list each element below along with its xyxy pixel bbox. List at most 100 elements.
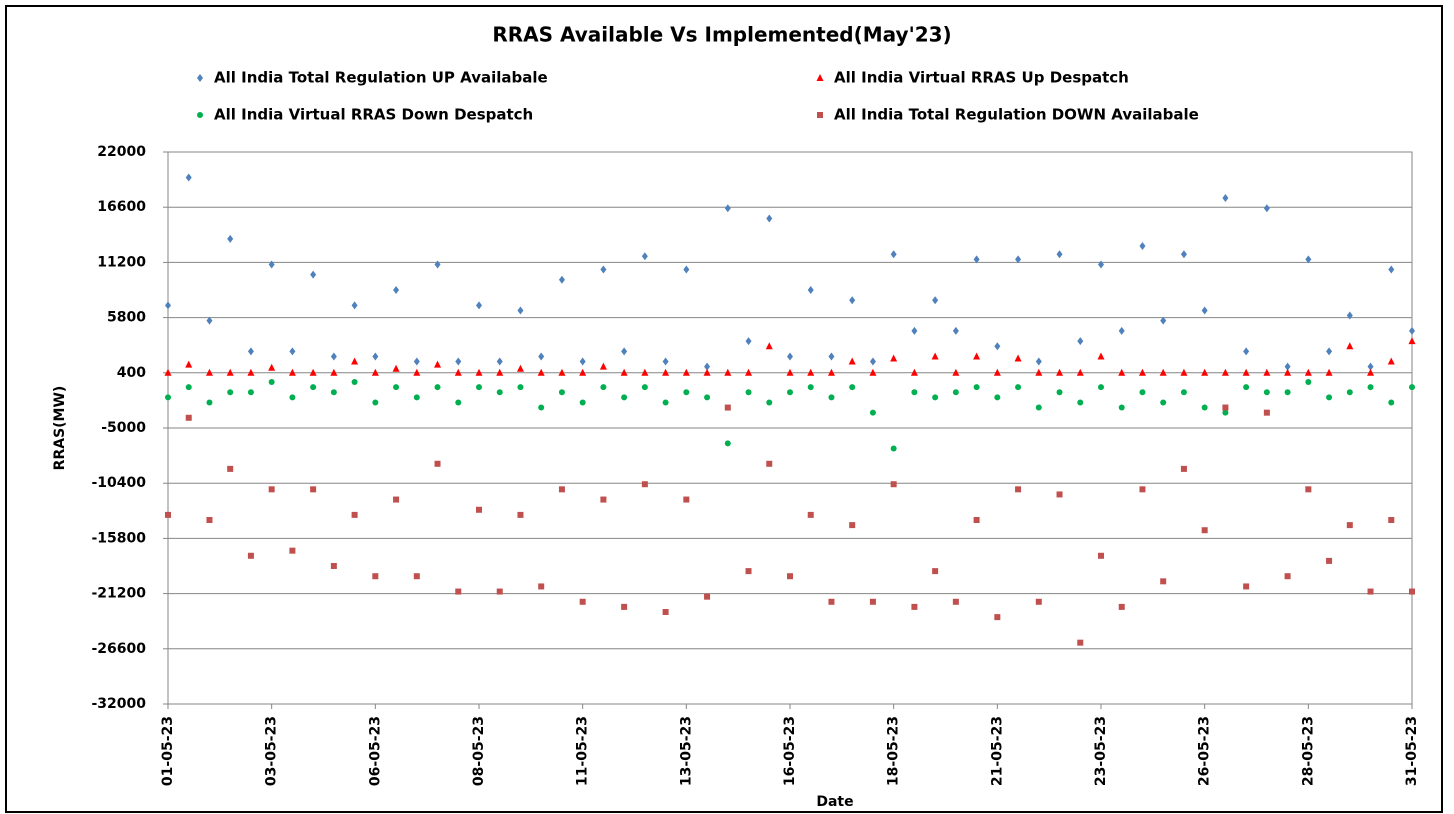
marker	[787, 389, 793, 396]
marker	[1118, 404, 1125, 411]
marker	[703, 368, 711, 376]
marker	[849, 384, 856, 391]
marker	[849, 522, 856, 529]
marker	[1367, 368, 1375, 376]
marker	[165, 301, 171, 310]
x-tick-label: 23-05-23	[1093, 716, 1109, 786]
marker	[828, 598, 835, 605]
marker	[932, 296, 939, 305]
marker	[641, 252, 648, 261]
marker	[393, 286, 400, 294]
marker	[1077, 399, 1084, 406]
marker	[558, 389, 565, 396]
marker	[538, 404, 545, 411]
marker	[641, 481, 648, 488]
marker	[268, 486, 275, 493]
x-tick-label: 08-05-23	[471, 716, 487, 786]
y-tick-label: -5000	[101, 420, 146, 436]
marker	[952, 389, 959, 396]
marker	[351, 511, 358, 518]
marker	[268, 260, 275, 269]
marker	[827, 368, 835, 376]
marker	[1160, 578, 1167, 585]
marker	[828, 394, 835, 401]
marker	[1346, 389, 1353, 396]
marker	[247, 389, 254, 396]
marker	[393, 496, 400, 503]
marker	[227, 234, 234, 243]
marker	[765, 342, 773, 350]
marker	[890, 445, 897, 452]
marker	[869, 368, 877, 376]
marker	[1346, 311, 1353, 320]
marker	[247, 347, 254, 356]
marker	[1284, 573, 1291, 580]
marker	[1222, 404, 1229, 411]
marker	[371, 368, 379, 376]
marker	[1388, 517, 1395, 523]
marker	[558, 486, 565, 493]
marker	[206, 316, 213, 325]
marker	[1139, 389, 1146, 396]
marker	[538, 583, 545, 590]
marker	[1367, 384, 1374, 391]
marker	[600, 496, 607, 503]
marker	[475, 368, 483, 376]
marker	[268, 363, 276, 371]
marker	[1346, 342, 1354, 350]
marker	[1367, 362, 1374, 371]
marker	[683, 496, 690, 503]
marker	[641, 384, 648, 391]
marker	[600, 265, 607, 274]
marker	[165, 394, 171, 401]
marker	[1035, 368, 1043, 376]
marker	[1201, 527, 1208, 534]
x-tick-label: 06-05-23	[367, 716, 383, 786]
marker	[869, 357, 876, 366]
marker	[621, 603, 628, 610]
x-tick-label: 21-05-23	[989, 716, 1005, 786]
x-tick-label: 31-05-23	[1404, 716, 1420, 786]
marker	[662, 399, 669, 406]
marker	[766, 460, 773, 467]
marker	[434, 260, 441, 269]
marker	[1098, 384, 1104, 391]
marker	[890, 481, 897, 488]
marker	[185, 173, 192, 182]
legend-label: All India Virtual RRAS Down Despatch	[214, 106, 533, 124]
y-axis-label: RRAS(MW)	[52, 386, 68, 471]
marker	[476, 506, 482, 513]
marker	[1222, 409, 1229, 416]
y-tick-label: -10400	[91, 475, 146, 491]
marker	[1035, 598, 1042, 605]
marker	[455, 399, 462, 406]
marker	[1180, 465, 1187, 472]
marker	[1305, 379, 1312, 385]
marker	[807, 384, 814, 391]
marker	[226, 368, 234, 376]
marker	[662, 368, 670, 376]
marker	[496, 588, 503, 595]
marker	[455, 588, 462, 595]
y-tick-label: -21200	[91, 586, 146, 602]
marker	[309, 368, 317, 376]
marker	[1201, 306, 1208, 315]
marker	[1304, 368, 1312, 376]
marker	[662, 609, 669, 615]
marker	[1015, 384, 1022, 391]
marker	[1284, 389, 1291, 396]
marker	[205, 368, 213, 376]
marker	[932, 568, 939, 575]
y-tick-label: -32000	[91, 696, 146, 712]
marker	[952, 368, 960, 376]
marker	[1263, 389, 1270, 396]
marker	[600, 384, 607, 391]
marker	[351, 301, 358, 310]
marker	[869, 409, 876, 416]
legend-label: All India Virtual RRAS Up Despatch	[834, 69, 1129, 87]
marker	[890, 250, 897, 259]
marker	[1263, 204, 1270, 213]
marker	[621, 347, 628, 356]
marker	[517, 306, 524, 315]
